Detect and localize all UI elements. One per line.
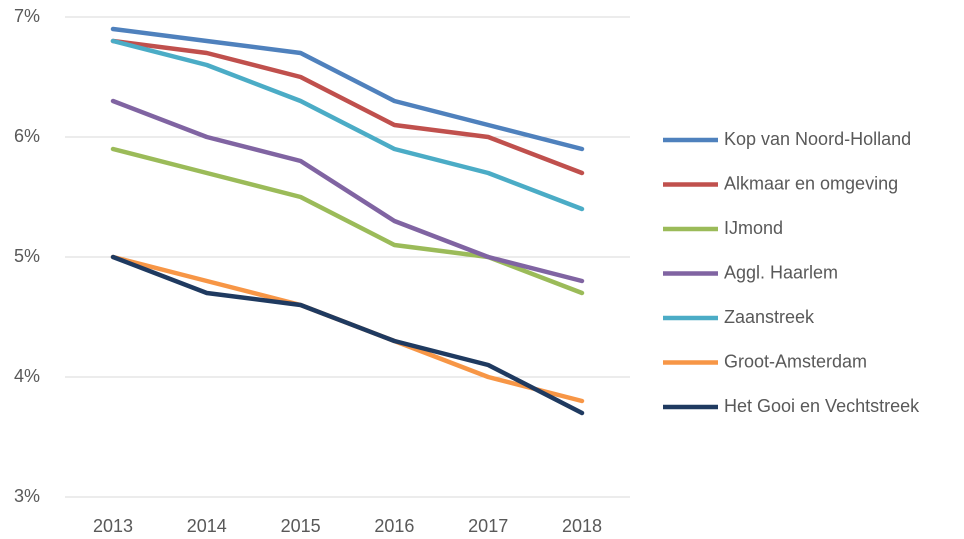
legend-label: Alkmaar en omgeving (724, 173, 898, 193)
legend-label: Zaanstreek (724, 307, 815, 327)
series-line (110, 26, 585, 152)
legend-label: Het Gooi en Vechtstreek (724, 396, 920, 416)
x-tick-label: 2015 (281, 516, 321, 536)
series-line (110, 38, 585, 212)
x-tick-label: 2013 (93, 516, 133, 536)
x-tick-label: 2016 (374, 516, 414, 536)
x-tick-label: 2017 (468, 516, 508, 536)
legend-label: IJmond (724, 218, 783, 238)
legend-label: Aggl. Haarlem (724, 262, 838, 282)
series-line (110, 98, 585, 284)
y-tick-label: 4% (14, 366, 40, 386)
legend-label: Kop van Noord-Holland (724, 129, 911, 149)
x-tick-label: 2018 (562, 516, 602, 536)
y-tick-label: 3% (14, 486, 40, 506)
x-tick-label: 2014 (187, 516, 227, 536)
series-line (110, 254, 585, 416)
y-tick-label: 6% (14, 126, 40, 146)
legend-label: Groot-Amsterdam (724, 351, 867, 371)
y-tick-label: 5% (14, 246, 40, 266)
y-tick-label: 7% (14, 6, 40, 26)
series-line (110, 38, 585, 176)
series-line (110, 146, 585, 296)
